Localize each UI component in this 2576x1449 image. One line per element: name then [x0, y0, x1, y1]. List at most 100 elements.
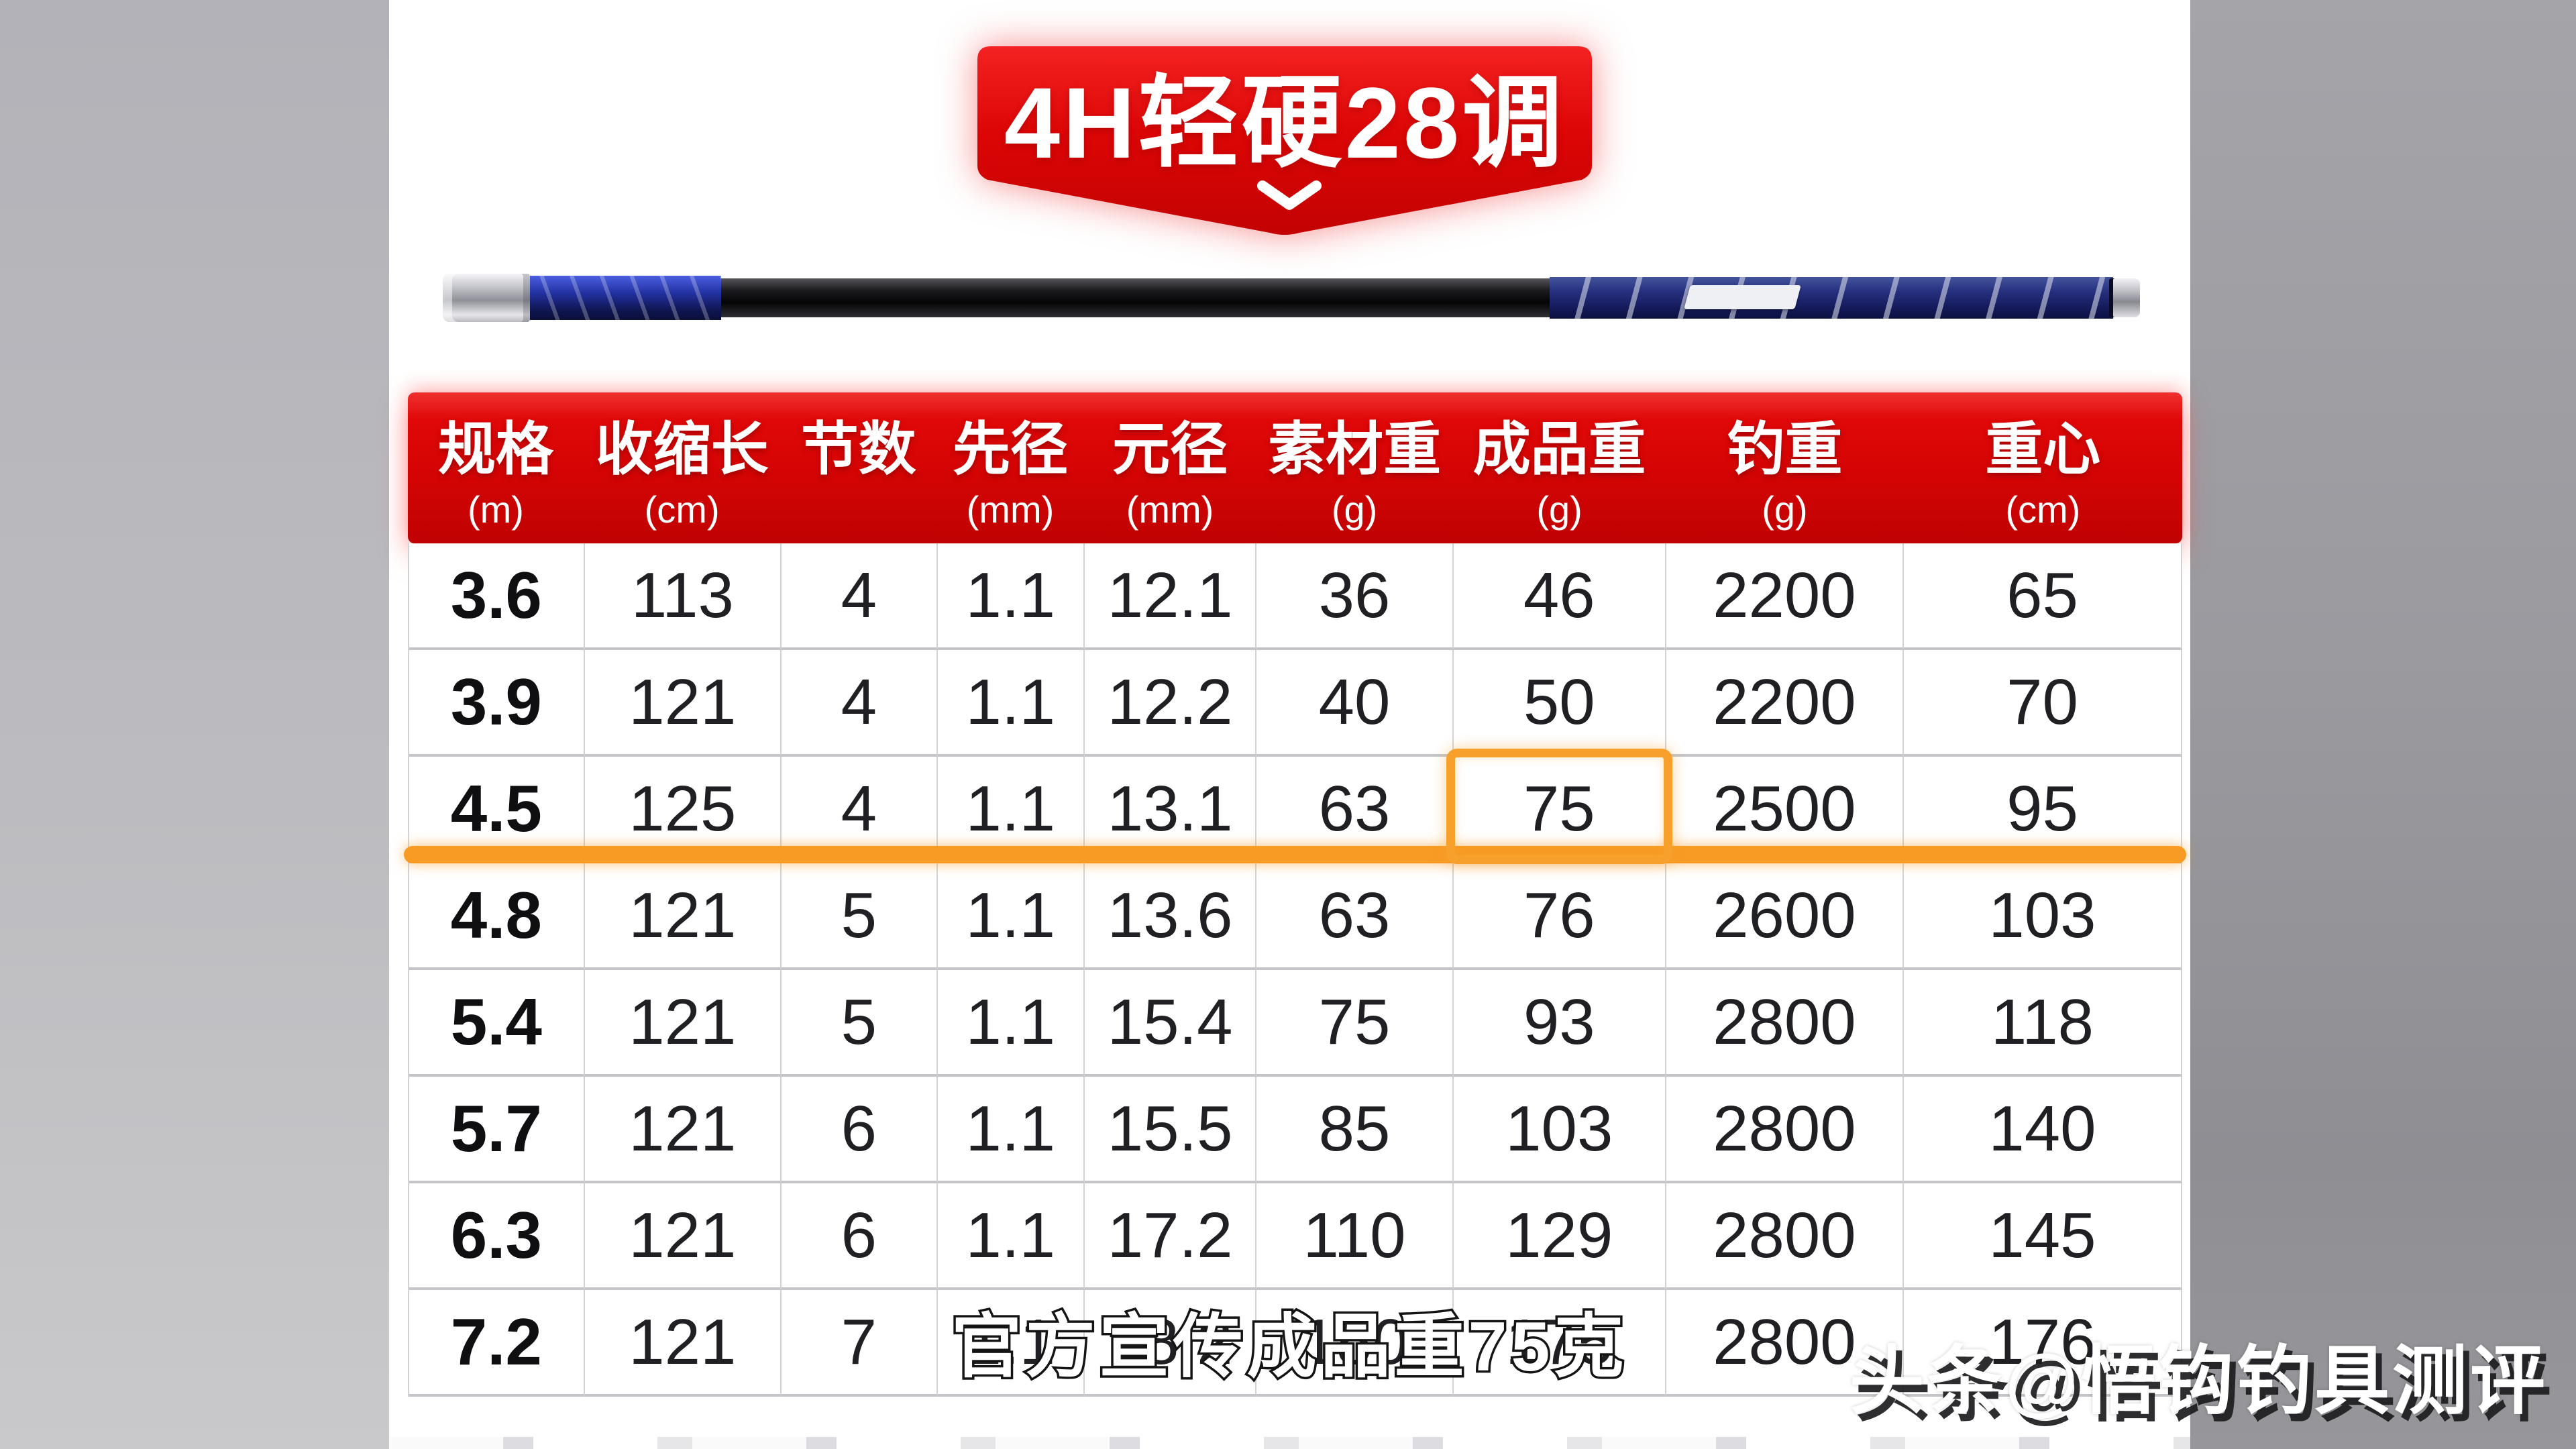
cell-r0-c3: 1.1 [937, 543, 1085, 650]
cell-r5-c2: 6 [782, 1077, 938, 1183]
cell-r5-c6: 103 [1453, 1077, 1666, 1183]
header-unit-tip-diameter: (mm) [966, 488, 1055, 531]
cell-r4-c8: 118 [1903, 970, 2182, 1077]
cell-r3-c2: 5 [782, 863, 938, 970]
cell-r6-c6: 129 [1453, 1183, 1666, 1290]
rod-grip-blue [530, 276, 721, 320]
cell-r1-c8: 70 [1903, 650, 2182, 757]
header-cell-tip-diameter: 先径 (mm) [936, 392, 1084, 543]
bottom-strip [389, 1437, 2190, 1449]
header-label-spec: 规格 [437, 417, 553, 482]
cell-r3-c7: 2600 [1666, 863, 1904, 970]
header-unit-closed-length: (cm) [644, 488, 720, 531]
cell-r5-c3: 1.1 [937, 1077, 1085, 1183]
highlight-box [1446, 749, 1673, 864]
highlight-underline [404, 846, 2186, 863]
cell-r6-c4: 17.2 [1084, 1183, 1257, 1290]
left-gray-margin [0, 0, 389, 1449]
cell-r2-c2: 4 [782, 757, 938, 863]
cell-r7-c0: 7.2 [409, 1290, 585, 1397]
header-unit-spec: (m) [467, 488, 524, 531]
cell-r6-c1: 121 [584, 1183, 782, 1290]
cell-r6-c0: 6.3 [409, 1183, 585, 1290]
cell-r4-c4: 15.4 [1084, 970, 1257, 1077]
chevron-down-icon [1257, 180, 1322, 210]
watermark: 头条@悟钩钓具测评 [1849, 1339, 2548, 1423]
cell-r6-c7: 2800 [1666, 1183, 1904, 1290]
header-label-tip-diameter: 先径 [952, 417, 1068, 482]
cell-r4-c5: 75 [1256, 970, 1454, 1077]
cell-r3-c5: 63 [1256, 863, 1454, 970]
cell-r4-c0: 5.4 [409, 970, 585, 1077]
header-cell-spec: 规格 (m) [408, 392, 584, 543]
header-label-load-weight: 钓重 [1727, 417, 1843, 482]
header-label-sections: 节数 [800, 417, 916, 482]
subtitle-caption: 官方宣传成品重75克 [949, 1306, 1628, 1389]
cell-r2-c1: 125 [584, 757, 782, 863]
cell-r3-c8: 103 [1903, 863, 2182, 970]
cell-r5-c0: 5.7 [409, 1077, 585, 1183]
header-label-blank-weight: 素材重 [1268, 417, 1442, 482]
cell-r0-c0: 3.6 [409, 543, 585, 650]
header-unit-load-weight: (g) [1762, 488, 1808, 531]
cell-r5-c4: 15.5 [1084, 1077, 1257, 1183]
cell-r1-c6: 50 [1453, 650, 1666, 757]
cell-r2-c4: 13.1 [1084, 757, 1257, 863]
cell-r7-c7: 2800 [1666, 1290, 1904, 1397]
cell-r2-c0: 4.5 [409, 757, 585, 863]
header-cell-sections: 节数 [780, 392, 936, 543]
cell-r3-c0: 4.8 [409, 863, 585, 970]
header-label-finished-weight: 成品重 [1472, 417, 1646, 482]
cell-r0-c2: 4 [782, 543, 938, 650]
header-label-closed-length: 收缩长 [595, 417, 769, 482]
table-header: 规格 (m) 收缩长 (cm) 节数 先径 (mm) 元径 (mm) 素材重 (g) 成品重 (g) 钓重… [408, 392, 2182, 543]
cell-r7-c6: 175 [1453, 1290, 1666, 1397]
cell-r7-c3: 1.1 [937, 1290, 1085, 1397]
cell-r5-c5: 85 [1256, 1077, 1454, 1183]
cell-r7-c4: 18.2 [1084, 1290, 1257, 1397]
table-body: 3.6 113 4 1.1 12.1 36 46 2200 65 3.9 121 4 1.1 12.2 40… [408, 543, 2182, 1397]
rod-shaft [721, 278, 1550, 317]
cell-r2-c8: 95 [1903, 757, 2182, 863]
badge-ribbon-shape [977, 46, 1592, 235]
cell-r2-c7: 2500 [1666, 757, 1904, 863]
cell-r7-c1: 121 [584, 1290, 782, 1397]
cell-r3-c4: 13.6 [1084, 863, 1257, 970]
cell-r2-c6: 75 [1453, 757, 1666, 863]
rod-tip-cap [2113, 278, 2140, 317]
cell-r6-c5: 110 [1256, 1183, 1454, 1290]
cell-r6-c2: 6 [782, 1183, 938, 1290]
header-cell-balance-point: 重心 (cm) [1904, 392, 2182, 543]
cell-r5-c7: 2800 [1666, 1077, 1904, 1183]
cell-r0-c5: 36 [1256, 543, 1454, 650]
right-gray-margin [2190, 0, 2576, 1449]
cell-r5-c1: 121 [584, 1077, 782, 1183]
rod-brand-label [1684, 285, 1801, 309]
header-cell-blank-weight: 素材重 (g) [1256, 392, 1453, 543]
cell-r2-c5: 63 [1256, 757, 1454, 863]
cell-r1-c7: 2200 [1666, 650, 1904, 757]
cell-r1-c3: 1.1 [937, 650, 1085, 757]
cell-r0-c1: 113 [584, 543, 782, 650]
cell-r0-c7: 2200 [1666, 543, 1904, 650]
promo-badge: 4H轻硬28调 [969, 37, 1600, 245]
cell-r4-c3: 1.1 [937, 970, 1085, 1077]
cell-r3-c3: 1.1 [937, 863, 1085, 970]
cell-r1-c1: 121 [584, 650, 782, 757]
cell-r1-c2: 4 [782, 650, 938, 757]
header-cell-load-weight: 钓重 (g) [1666, 392, 1903, 543]
cell-r2-c3: 1.1 [937, 757, 1085, 863]
cell-r6-c3: 1.1 [937, 1183, 1085, 1290]
cell-r1-c0: 3.9 [409, 650, 585, 757]
cell-r7-c8: 176 [1903, 1290, 2182, 1397]
header-unit-butt-diameter: (mm) [1126, 488, 1214, 531]
badge-title: 4H轻硬28调 [1004, 66, 1566, 179]
header-cell-closed-length: 收缩长 (cm) [584, 392, 781, 543]
fishing-rod-image [443, 274, 2140, 323]
rod-butt-cap [443, 274, 530, 322]
cell-r7-c2: 7 [782, 1290, 938, 1397]
header-cell-butt-diameter: 元径 (mm) [1084, 392, 1256, 543]
header-unit-blank-weight: (g) [1331, 488, 1378, 531]
cell-r4-c2: 5 [782, 970, 938, 1077]
cell-r6-c8: 145 [1903, 1183, 2182, 1290]
